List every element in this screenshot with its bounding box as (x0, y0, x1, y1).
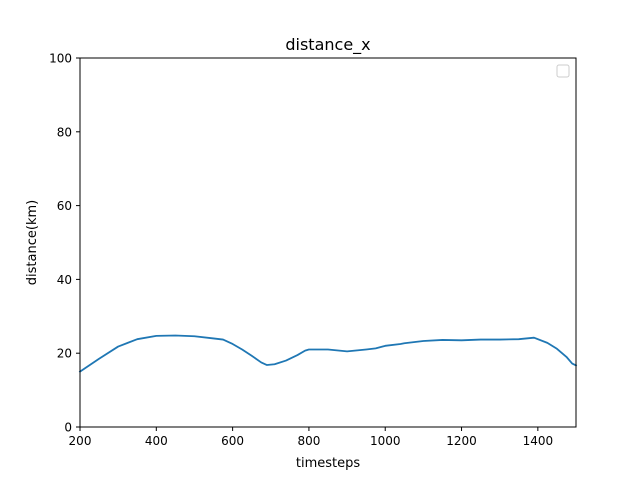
axes-frame (79, 57, 577, 428)
x-tick-label: 1000 (370, 434, 401, 448)
y-tick-label: 20 (57, 347, 72, 361)
legend-box (556, 64, 570, 78)
y-tick-label: 60 (57, 199, 72, 213)
x-tick-label: 800 (297, 434, 320, 448)
y-tick-label: 40 (57, 273, 72, 287)
chart-title: distance_x (285, 35, 370, 55)
x-axis-label: timesteps (296, 456, 360, 471)
y-tick-label: 100 (49, 52, 72, 66)
x-tick-label: 1400 (523, 434, 554, 448)
y-tick-label: 80 (57, 125, 72, 139)
y-axis-label: distance(km) (25, 200, 40, 285)
x-tick-label: 600 (221, 434, 244, 448)
x-tick-label: 1200 (446, 434, 477, 448)
plot-area (78, 334, 578, 373)
y-tick-label: 0 (64, 421, 72, 435)
series-line-0 (78, 334, 578, 373)
axes: 200 400 600 800 1000 1200 1400 0 20 40 60 80 100 (49, 52, 577, 448)
x-tick-label: 200 (69, 434, 92, 448)
x-tick-label: 400 (145, 434, 168, 448)
